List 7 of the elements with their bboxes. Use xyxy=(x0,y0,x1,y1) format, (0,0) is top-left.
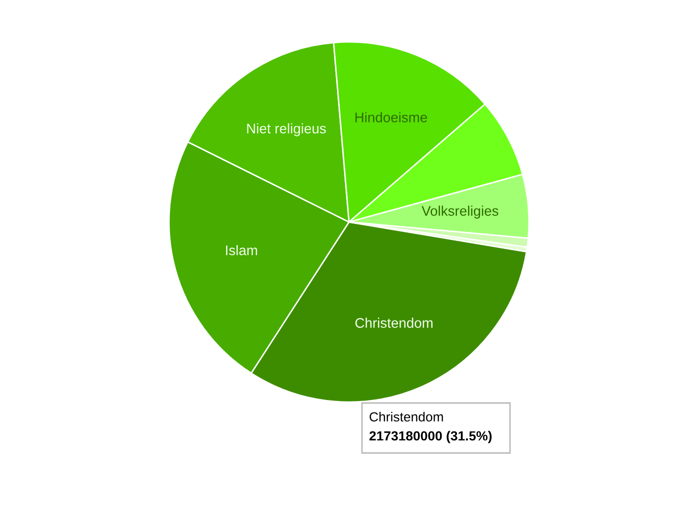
slice-label: Hindoeisme xyxy=(355,112,428,122)
text: Christendom xyxy=(370,412,443,422)
slice-label: Volksreligies xyxy=(422,206,498,219)
slice-label: Niet religieus xyxy=(247,123,326,136)
text: 2173180000 (31.5%) xyxy=(369,430,492,444)
slice-label: Christendom xyxy=(355,318,433,328)
slice-label: Islam xyxy=(226,245,258,256)
